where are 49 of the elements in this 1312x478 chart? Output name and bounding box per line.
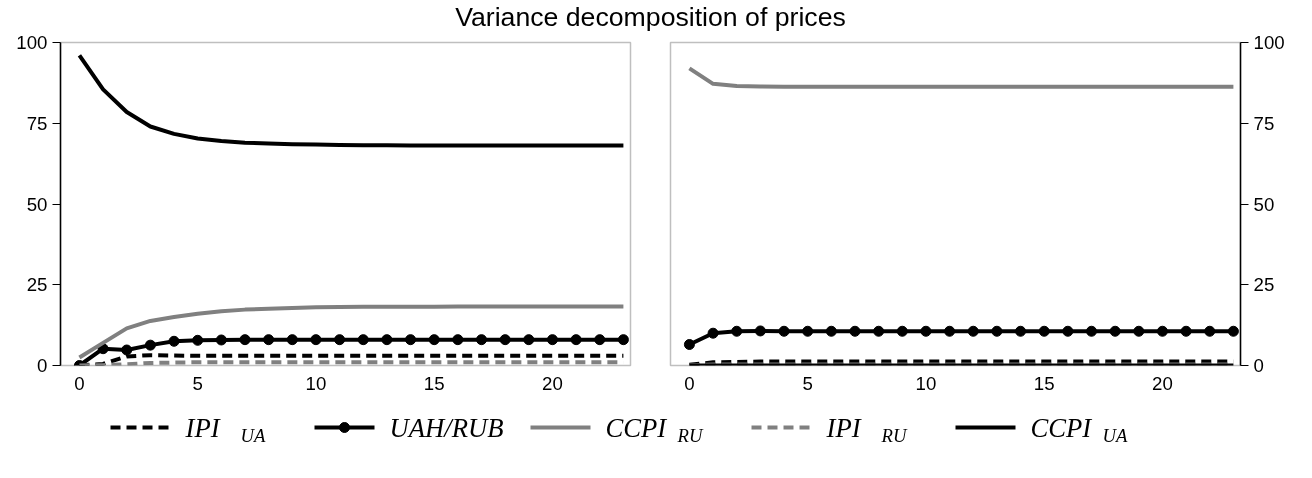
point	[1062, 325, 1074, 337]
line-series	[687, 66, 1236, 89]
y-tick-label: 25	[26, 274, 48, 296]
point	[707, 327, 719, 339]
point	[1204, 325, 1216, 337]
point	[802, 325, 814, 337]
point	[754, 325, 766, 337]
point	[967, 325, 979, 337]
point	[683, 339, 695, 350]
y-tick-label: 100	[16, 32, 48, 53]
line-series	[77, 304, 626, 360]
point	[778, 325, 790, 337]
line-series	[77, 53, 626, 148]
chart-title: Variance decomposition of prices	[455, 1, 846, 32]
y-tick-label: 75	[1253, 112, 1275, 134]
x-tick-label: 0	[74, 372, 85, 394]
point	[1180, 325, 1192, 337]
point	[991, 325, 1003, 337]
x-tick-label: 15	[423, 372, 445, 394]
x-tick-label: 15	[1033, 372, 1055, 394]
x-tick-label: 0	[684, 372, 695, 394]
x-tick-label: 10	[915, 372, 937, 394]
y-tick-label: 75	[26, 112, 48, 134]
point	[1086, 325, 1097, 337]
y-tick-label: 25	[1253, 274, 1275, 296]
point	[920, 325, 932, 337]
point	[896, 325, 908, 337]
x-tick-label: 5	[192, 372, 203, 394]
point	[1156, 325, 1168, 337]
point	[1038, 325, 1050, 337]
x-tick-label: 20	[542, 372, 563, 394]
point	[731, 325, 743, 337]
y-tick-label: 0	[1253, 355, 1264, 376]
x-tick-label: 10	[305, 372, 327, 394]
point	[944, 325, 956, 337]
point	[873, 325, 885, 337]
point	[1109, 325, 1121, 337]
legend-label: UAH/RUB	[389, 412, 504, 443]
y-tick-label: 50	[1253, 193, 1275, 215]
y-tick-label: 0	[37, 355, 48, 376]
x-tick-label: 5	[802, 372, 813, 394]
point	[825, 325, 837, 337]
point	[1227, 325, 1239, 337]
point	[1015, 325, 1027, 337]
point	[849, 325, 861, 337]
x-tick-label: 20	[1152, 372, 1173, 394]
y-tick-label: 100	[1253, 32, 1285, 53]
y-tick-label: 50	[26, 193, 48, 215]
point	[1133, 325, 1145, 337]
